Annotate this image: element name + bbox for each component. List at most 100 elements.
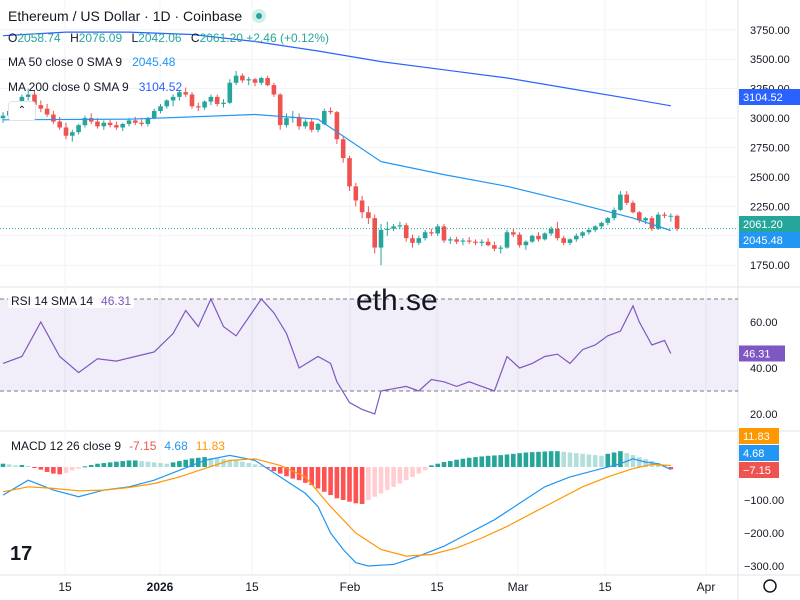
price-tick-label: 1750.00 xyxy=(750,260,790,272)
macd-histogram-bar xyxy=(82,466,88,468)
candle xyxy=(662,214,667,216)
candle xyxy=(378,229,384,248)
macd-histogram-bar xyxy=(322,467,327,492)
candle xyxy=(44,108,50,115)
macd-histogram-bar xyxy=(485,455,491,467)
candle xyxy=(605,218,611,223)
collapse-legend-button[interactable]: ⌃ xyxy=(8,101,36,121)
candle xyxy=(340,139,346,159)
candle xyxy=(82,118,88,126)
price-tick-label: 2500.00 xyxy=(750,172,790,184)
macd-histogram-bar xyxy=(120,461,125,467)
rsi-line xyxy=(2,297,672,415)
candle xyxy=(592,226,598,230)
rsi-tick-label: 60.00 xyxy=(750,317,778,329)
tradingview-logo[interactable]: 17 xyxy=(10,543,33,565)
gear-icon[interactable] xyxy=(763,579,777,593)
macd-histogram-bar xyxy=(284,467,289,477)
macd-histogram-bar xyxy=(347,467,352,502)
macd-histogram-bar xyxy=(151,462,157,467)
macd-histogram-bar xyxy=(240,461,245,467)
macd-histogram-bar xyxy=(170,462,176,467)
macd-histogram-bar xyxy=(303,467,308,483)
macd-value: -7.15 xyxy=(129,439,157,453)
candle xyxy=(170,96,176,101)
macd-histogram-bar xyxy=(44,467,50,472)
candle xyxy=(252,79,258,83)
ma200-line xyxy=(2,31,671,107)
rsi-legend[interactable]: RSI 14 SMA 14 46.31 xyxy=(8,294,135,308)
symbol-title[interactable]: Ethereum / US Dollar · 1D · Coinbase xyxy=(8,8,243,24)
signal-value: 4.68 xyxy=(164,439,188,453)
ma50-legend[interactable]: MA 50 close 0 SMA 9 2045.48 xyxy=(8,55,175,69)
candle xyxy=(574,235,579,240)
macd-histogram-bar xyxy=(366,467,371,500)
candle xyxy=(435,226,440,234)
time-tick-label: 15 xyxy=(245,580,259,594)
macd-histogram-bar xyxy=(548,451,554,467)
macd-histogram-bar xyxy=(227,459,233,467)
macd-histogram-bar xyxy=(353,467,359,504)
macd-histogram-bar xyxy=(504,454,510,467)
macd-tick-label: −200.00 xyxy=(744,528,784,540)
candle xyxy=(416,238,422,243)
macd-histogram-bar xyxy=(0,463,6,467)
price-tick-label: 2750.00 xyxy=(750,143,790,155)
candle xyxy=(296,116,302,127)
macd-histogram-bar xyxy=(88,465,94,467)
candle xyxy=(38,105,44,109)
macd-histogram-bar xyxy=(32,467,37,468)
candle xyxy=(441,226,447,241)
macd-histogram-bar xyxy=(643,459,648,467)
macd-histogram-bar xyxy=(523,452,529,467)
candle xyxy=(529,235,535,242)
macd-histogram-bar xyxy=(13,465,18,467)
ma50-line xyxy=(2,113,671,232)
macd-histogram-bar xyxy=(177,461,182,467)
candle xyxy=(397,225,403,227)
macd-histogram-bar xyxy=(492,455,497,467)
candle xyxy=(668,215,674,217)
candle xyxy=(158,106,163,112)
time-tick-label: 15 xyxy=(58,580,72,594)
candle xyxy=(454,239,459,242)
ohlc-open-value: 2058.74 xyxy=(17,31,61,45)
candle xyxy=(114,125,119,128)
macd-histogram-bar xyxy=(57,467,62,475)
candle xyxy=(120,123,125,128)
candle xyxy=(391,226,396,229)
histogram-value: 11.83 xyxy=(195,439,225,453)
rsi-tick-label: 40.00 xyxy=(750,363,778,375)
candle xyxy=(586,229,592,233)
macd-histogram-bar xyxy=(397,467,403,484)
candle xyxy=(76,125,81,133)
macd-legend[interactable]: MACD 12 26 close 9 -7.15 4.68 11.83 xyxy=(8,439,228,453)
price-badge xyxy=(739,89,800,105)
candle xyxy=(655,214,661,229)
macd-line xyxy=(2,454,672,567)
candle xyxy=(466,240,472,242)
macd-histogram-bar xyxy=(498,455,503,467)
macd-histogram-bar xyxy=(19,465,25,467)
candle xyxy=(674,215,680,229)
ma200-legend[interactable]: MA 200 close 0 SMA 9 3104.52 xyxy=(8,80,182,94)
time-tick-label: 2026 xyxy=(147,580,174,594)
candle xyxy=(599,222,604,227)
macd-histogram-bar xyxy=(101,463,107,467)
candle xyxy=(410,238,415,243)
macd-histogram-bar xyxy=(435,463,440,467)
macd-histogram-bar xyxy=(624,453,629,467)
candle xyxy=(0,115,6,119)
macd-histogram-bar xyxy=(145,461,151,467)
candle xyxy=(403,225,409,239)
candle xyxy=(359,200,365,213)
macd-histogram-bar xyxy=(233,460,239,467)
candle xyxy=(511,232,516,235)
candle xyxy=(561,238,566,243)
macd-histogram-bar xyxy=(63,467,69,473)
candle xyxy=(309,121,314,130)
macd-histogram-bar xyxy=(107,462,113,467)
candle xyxy=(649,218,655,229)
macd-histogram-bar xyxy=(334,467,340,499)
